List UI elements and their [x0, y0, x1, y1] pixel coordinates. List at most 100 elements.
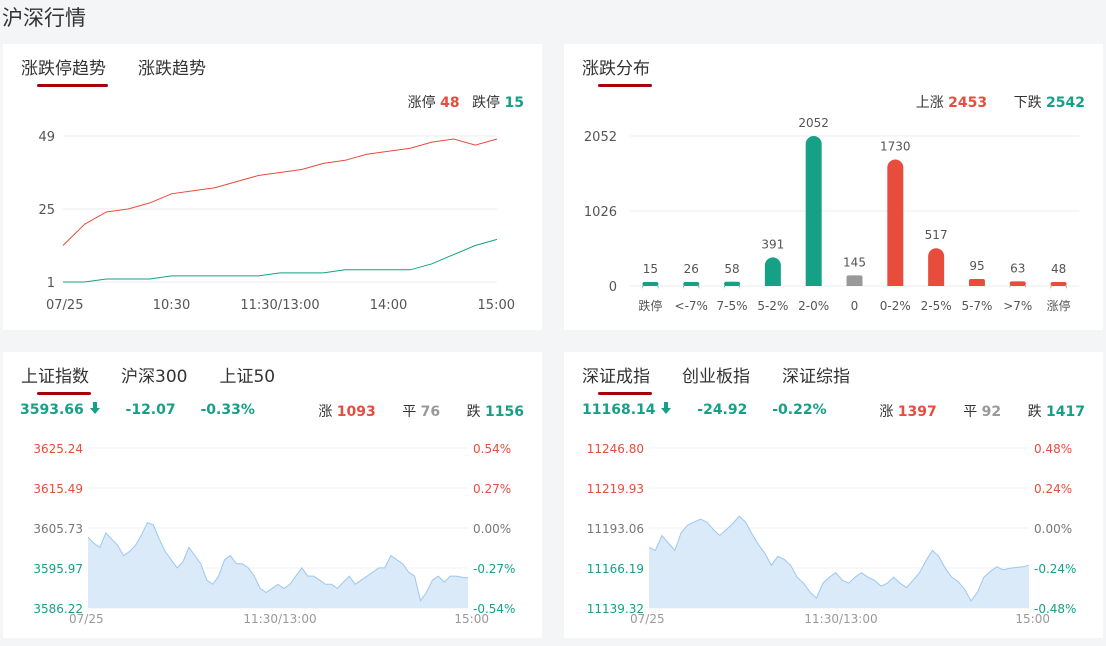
distribution-bar-cap: [724, 281, 741, 286]
category-label: <-7%: [675, 299, 708, 313]
y-tick-label: 1: [47, 276, 55, 291]
category-label: 0-2%: [880, 299, 911, 313]
bar-value-label: 63: [1010, 261, 1025, 275]
category-label: 跌停: [638, 298, 662, 313]
y-tick-label: 25: [38, 203, 55, 218]
right-axis-label: 0.00%: [473, 522, 511, 536]
left-axis-label: 11139.32: [587, 602, 644, 616]
index-area: [649, 516, 1029, 608]
bar-value-label: 26: [684, 262, 699, 276]
distribution-bar-cap: [683, 282, 700, 286]
trend-tabs: 涨跌停趋势 涨跌趋势: [21, 54, 206, 87]
limit-down-value: 15: [504, 95, 524, 111]
tab-updown-trend[interactable]: 涨跌趋势: [138, 59, 206, 79]
bar-value-label: 517: [925, 228, 948, 242]
limit-trend-card: 涨跌停趋势 涨跌趋势 涨停 48 跌停 15 49 25 1 07/25 10:30 11…: [3, 44, 542, 330]
x-tick-label: 14:00: [370, 298, 407, 313]
bar-value-label: 1730: [880, 140, 911, 154]
updown-distribution-card: 涨跌分布 上涨 2453 下跌 2542 2052 1026 0 15 跌停 26 <-7%…: [564, 44, 1103, 330]
page-title: 沪深行情: [2, 6, 86, 30]
tab-sz-component[interactable]: 深证成指: [582, 362, 652, 395]
sh-down-label: 跌: [466, 404, 481, 420]
x-tick-label: 10:30: [153, 298, 190, 313]
distribution-bar-cap: [1050, 282, 1067, 286]
left-axis-label: 11219.93: [587, 482, 644, 496]
left-axis-label: 3615.49: [33, 482, 83, 496]
tab-sz-composite[interactable]: 深证综指: [782, 367, 850, 387]
right-axis-label: -0.24%: [1034, 562, 1076, 576]
y-tick-label: 2052: [584, 130, 617, 145]
category-label: 5-7%: [961, 299, 992, 313]
y-tick-label: 49: [38, 130, 55, 145]
sz-intraday-chart: 11246.80 0.48% 11219.93 0.24% 11193.06 0.00% 1…: [587, 442, 1077, 626]
tab-updown-distribution[interactable]: 涨跌分布: [582, 54, 652, 87]
sz-quote: 11168.14 -24.92 -0.22%: [582, 401, 827, 418]
sz-breadth: 涨 1397 平 92 跌 1417: [879, 401, 1085, 421]
tab-sse50[interactable]: 上证50: [219, 367, 276, 387]
x-tick-label: 15:00: [1015, 612, 1050, 626]
distribution-bar-cap: [968, 279, 985, 286]
right-axis-label: -0.54%: [473, 602, 515, 616]
distribution-chart: 2052 1026 0 15 跌停 26 <-7% 58 7-5% 391 5-2% 2052 2-0%…: [584, 116, 1079, 313]
x-tick-label: 11:30/13:00: [804, 612, 877, 626]
limit-up-label: 涨停: [407, 95, 436, 111]
bar-value-label: 2052: [798, 116, 829, 130]
sh-flat-count: 76: [420, 404, 441, 420]
trend-legend: 涨停 48 跌停 15: [408, 92, 524, 112]
right-axis-label: 0.24%: [1034, 482, 1072, 496]
right-axis-label: 0.27%: [473, 482, 511, 496]
category-label: 0: [851, 299, 859, 313]
bar-value-label: 145: [843, 255, 866, 269]
rise-value: 2453: [948, 95, 988, 111]
sz-down-count: 1417: [1046, 404, 1085, 420]
right-axis-label: 0.00%: [1034, 522, 1072, 536]
sz-down-label: 跌: [1027, 404, 1042, 420]
left-axis-label: 11166.19: [587, 562, 644, 576]
bar-value-label: 391: [761, 237, 784, 251]
down-arrow-icon: [661, 402, 672, 414]
bar-value-label: 58: [724, 262, 739, 276]
x-tick-label: 11:30/13:00: [243, 612, 316, 626]
distribution-bar-cap: [1009, 281, 1026, 286]
sh-change-pct: -0.33%: [200, 402, 255, 418]
category-label: 2-0%: [798, 299, 829, 313]
sh-tabs: 上证指数 沪深300 上证50: [21, 362, 276, 395]
distribution-bar-cap: [642, 282, 659, 286]
x-tick-label: 07/25: [69, 612, 104, 626]
tab-chinext[interactable]: 创业板指: [682, 367, 750, 387]
down-arrow-icon: [89, 402, 100, 414]
sh-up-count: 1093: [336, 404, 376, 420]
right-axis-label: -0.48%: [1034, 602, 1076, 616]
left-axis-label: 11193.06: [587, 522, 644, 536]
distribution-bar: [764, 257, 781, 286]
x-tick-label: 07/25: [46, 298, 83, 313]
bar-value-label: 95: [969, 259, 984, 273]
sz-change: -24.92: [697, 402, 748, 418]
index-line: [648, 515, 1030, 602]
sz-change-pct: -0.22%: [772, 402, 827, 418]
x-tick-label: 15:00: [454, 612, 489, 626]
tab-csi300[interactable]: 沪深300: [121, 367, 188, 387]
fall-label: 下跌: [1013, 95, 1042, 111]
sh-intraday-chart: 3625.24 0.54% 3615.49 0.27% 3605.73 0.00% 3595…: [33, 442, 515, 626]
tab-limit-trend[interactable]: 涨跌停趋势: [21, 54, 108, 87]
fall-value: 2542: [1046, 95, 1085, 111]
left-axis-label: 3605.73: [33, 522, 83, 536]
right-axis-label: -0.27%: [473, 562, 515, 576]
sz-up-label: 涨: [879, 404, 894, 420]
sz-flat-count: 92: [981, 404, 1002, 420]
sh-change: -12.07: [125, 402, 176, 418]
category-label: 涨停: [1047, 298, 1071, 313]
limit-down-label: 跌停: [472, 95, 501, 111]
distribution-bar: [928, 248, 945, 286]
left-axis-label: 3625.24: [33, 442, 83, 456]
bar-value-label: 48: [1051, 262, 1066, 276]
sh-down-count: 1156: [485, 404, 524, 420]
tab-sh-composite[interactable]: 上证指数: [21, 362, 91, 395]
category-label: 2-5%: [921, 299, 952, 313]
right-axis-label: 0.54%: [473, 442, 511, 456]
sh-quote: 3593.66 -12.07 -0.33%: [20, 401, 255, 418]
distribution-bar: [887, 159, 904, 286]
dist-tabs: 涨跌分布: [582, 54, 652, 87]
index-line: [87, 522, 469, 602]
